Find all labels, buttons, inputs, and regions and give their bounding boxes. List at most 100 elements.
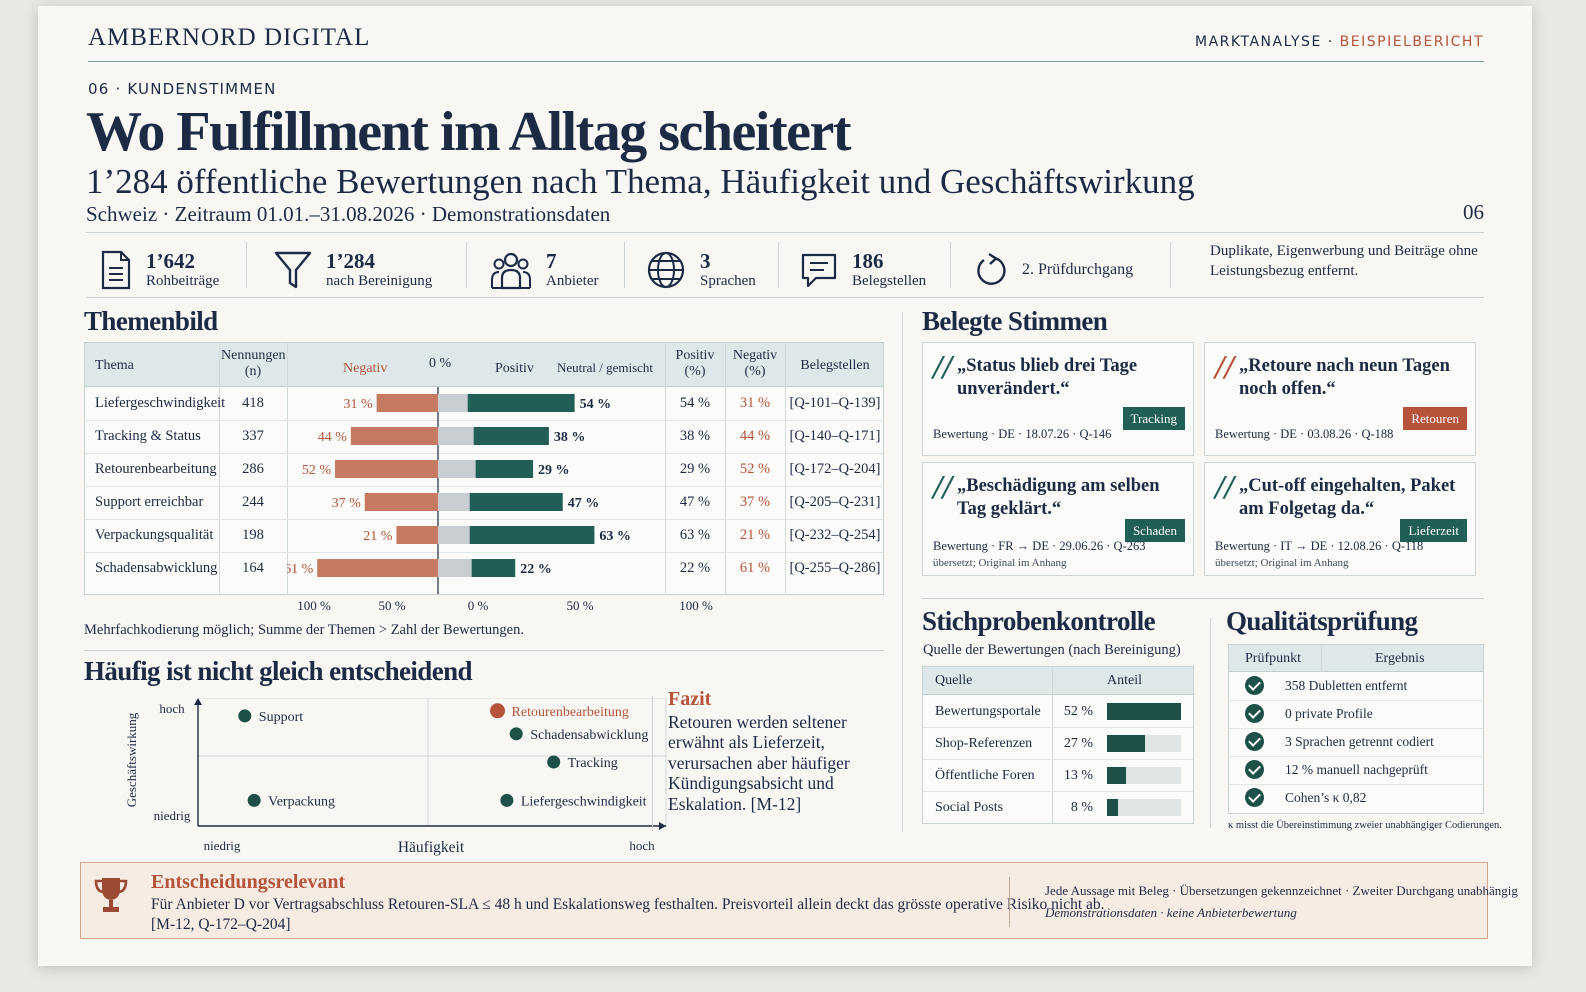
trophy-icon	[94, 878, 128, 912]
axis-tick: 50 %	[566, 598, 594, 613]
point-label: Retourenbearbeitung	[512, 705, 629, 720]
report-type-sep: ·	[1327, 34, 1334, 50]
axis-tick: 0 %	[467, 598, 489, 613]
share-bar	[1107, 767, 1126, 784]
quote-card: //„Beschädigung am selben Tag geklärt.“ S…	[922, 462, 1194, 576]
quote-meta: Bewertung · FR → DE · 29.06.26 · Q-263	[933, 539, 1146, 553]
page-number: 06	[1463, 200, 1484, 224]
quote-translation-note: übersetzt; Original im Anhang	[1215, 557, 1349, 569]
quote-tag: Schaden	[1124, 519, 1185, 542]
row-divider	[923, 727, 1193, 728]
matrix-heading: Häufig ist nicht gleich entscheidend	[84, 656, 473, 686]
quote-tag: Retouren	[1403, 407, 1467, 430]
cell-thema: Liefergeschwindigkeit	[95, 395, 226, 411]
th-negativ: Negativ	[343, 361, 388, 376]
cell-nennungen: 244	[242, 494, 264, 510]
source-share: 27 %	[1063, 736, 1093, 751]
bar-positiv	[469, 493, 563, 511]
col-divider	[1321, 645, 1322, 672]
themenbild-heading: Themenbild	[84, 306, 218, 336]
stat-divider	[778, 242, 779, 288]
th-negativ-pct: Negativ (%)	[732, 348, 778, 380]
stat-divider	[950, 242, 951, 288]
axis-tick: 100 %	[297, 598, 331, 613]
point-tracking	[547, 755, 561, 769]
axis-tick: 100 %	[679, 598, 713, 613]
check-icon	[1245, 704, 1264, 723]
people-icon	[491, 252, 531, 290]
th-thema: Thema	[95, 358, 134, 373]
row-divider	[1229, 784, 1483, 785]
table-header	[923, 667, 1193, 695]
banner-divider	[1009, 877, 1010, 927]
stat-divider	[624, 242, 625, 288]
share-track	[1107, 767, 1181, 784]
matrix-chart: hoch niedrig niedrig hoch Häufigkeit Geschäft…	[74, 697, 680, 858]
cell-positiv-pct: 22 %	[679, 560, 711, 576]
stat-value: 3	[700, 249, 711, 274]
quote-translation-note: übersetzt; Original im Anhang	[933, 557, 1067, 569]
source-share: 13 %	[1063, 768, 1093, 783]
source-name: Social Posts	[935, 800, 1004, 815]
x-axis-arrow	[659, 822, 666, 830]
report-type: MARKTANALYSE · BEISPIELBERICHT	[1195, 34, 1484, 50]
cell-nennungen: 286	[242, 461, 264, 477]
x-axis-label: Häufigkeit	[398, 839, 465, 856]
x-tick-niedrig: niedrig	[204, 838, 241, 853]
fazit-text: Retouren werden seltener erwähnt als Lie…	[668, 712, 850, 814]
axis-tick: 50 %	[378, 598, 406, 613]
banner-ref: [M-12, Q-172–Q-204]	[151, 916, 291, 933]
row-divider	[85, 453, 883, 454]
stat-belegstellen: 186 Belegstellen	[800, 238, 926, 302]
source-share: 8 %	[1070, 800, 1093, 815]
decision-banner: Entscheidungsrelevant Für Anbieter D vor…	[80, 862, 1518, 939]
qualitaet-table: Prüfpunkt Ergebnis 358 Dubletten entfern…	[1228, 644, 1484, 814]
row-divider	[923, 759, 1193, 760]
stat-label: Anbieter	[546, 273, 599, 290]
cell-belegstellen: [Q-255–Q-286]	[789, 560, 881, 576]
col-divider	[665, 343, 666, 594]
banner-disclaimer: Demonstrationsdaten · keine Anbieterbewe…	[1045, 905, 1297, 920]
cell-thema: Retourenbearbeitung	[95, 461, 217, 477]
th-belegstellen: Belegstellen	[800, 358, 870, 373]
cell-nennungen: 198	[242, 527, 264, 543]
stat-divider	[246, 242, 247, 288]
label-positiv: 29 %	[538, 463, 570, 478]
col-divider	[785, 343, 786, 594]
y-tick-hoch: hoch	[159, 701, 185, 716]
quality-item: 3 Sprachen getrennt codiert	[1285, 734, 1434, 749]
check-icon	[1245, 788, 1264, 807]
header-rule	[88, 61, 1484, 62]
check-icon	[1245, 676, 1264, 695]
col-divider	[219, 343, 220, 594]
source-share: 52 %	[1063, 704, 1093, 719]
share-bar	[1107, 799, 1119, 816]
fazit-divider	[652, 696, 653, 831]
stat-pruefdurchgang: 2. Prüfdurchgang	[974, 238, 1133, 302]
col-divider	[287, 343, 288, 594]
qualitaet-heading: Qualitätsprüfung	[1226, 606, 1418, 636]
stat-value: 7	[546, 249, 557, 274]
cell-belegstellen: [Q-205–Q-231]	[789, 494, 881, 510]
quotes-heading: Belegte Stimmen	[922, 306, 1108, 336]
point-label: Support	[259, 710, 303, 725]
source-name: Öffentliche Foren	[935, 768, 1035, 783]
banner-text: Für Anbieter D vor Vertragsabschluss Ret…	[151, 896, 1105, 913]
fazit-title: Fazit	[668, 688, 712, 710]
check-icon	[1245, 760, 1264, 779]
stats-top-rule	[86, 232, 1484, 233]
filter-icon	[274, 251, 312, 289]
quote-text: „Cut-off eingehalten, Paket am Folgetag …	[1239, 476, 1456, 519]
quality-item: 12 % manuell nachgeprüft	[1285, 762, 1428, 777]
table-header	[85, 343, 883, 387]
th-pruefpunkt: Prüfpunkt	[1245, 651, 1301, 666]
stat-label: 2. Prüfdurchgang	[1022, 260, 1134, 278]
point-schadensabwicklung	[509, 727, 523, 741]
bar-positiv	[469, 526, 595, 544]
cell-positiv-pct: 63 %	[679, 527, 711, 543]
bar-axis: 100 % 50 % 0 % 50 % 100 %	[84, 598, 884, 618]
page-meta: Schweiz · Zeitraum 01.01.–31.08.2026 · D…	[86, 202, 611, 226]
cell-negativ-pct: 37 %	[739, 494, 771, 510]
label-negativ: 52 %	[302, 463, 332, 478]
stat-anbieter: 7 Anbieter	[490, 238, 598, 302]
